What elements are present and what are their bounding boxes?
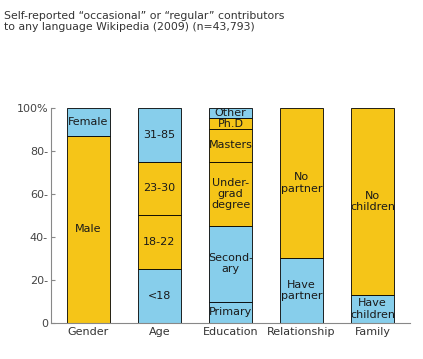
Text: Male: Male bbox=[75, 224, 102, 234]
Bar bbox=[138, 269, 181, 323]
Text: No
partner: No partner bbox=[281, 172, 322, 194]
Text: Under-
grad
degree: Under- grad degree bbox=[211, 178, 250, 210]
Bar bbox=[352, 295, 394, 323]
Bar bbox=[209, 226, 252, 302]
Bar bbox=[209, 108, 252, 118]
Text: 18-22: 18-22 bbox=[143, 237, 176, 247]
Text: No
children: No children bbox=[350, 191, 395, 212]
Bar bbox=[352, 108, 394, 295]
Bar bbox=[209, 129, 252, 162]
Bar bbox=[67, 136, 110, 323]
Text: Self-reported “occasional” or “regular” contributors
to any language Wikipedia (: Self-reported “occasional” or “regular” … bbox=[4, 11, 285, 32]
Text: Have
partner: Have partner bbox=[281, 280, 322, 302]
Text: <18: <18 bbox=[148, 291, 171, 301]
Bar bbox=[138, 162, 181, 215]
Bar bbox=[280, 258, 323, 323]
Text: Other: Other bbox=[214, 108, 247, 118]
Text: Primary: Primary bbox=[209, 307, 252, 317]
Text: Have
children: Have children bbox=[350, 298, 395, 320]
Bar bbox=[67, 108, 110, 136]
Text: Ph.D: Ph.D bbox=[217, 119, 244, 129]
Bar bbox=[209, 118, 252, 129]
Bar bbox=[138, 108, 181, 162]
Text: 31-85: 31-85 bbox=[143, 130, 176, 140]
Text: Female: Female bbox=[68, 117, 109, 127]
Text: Masters: Masters bbox=[209, 140, 253, 150]
Bar bbox=[138, 215, 181, 269]
Bar bbox=[209, 302, 252, 323]
Text: 23-30: 23-30 bbox=[143, 183, 176, 194]
Bar bbox=[209, 162, 252, 226]
Text: Second-
ary: Second- ary bbox=[208, 253, 253, 275]
Bar bbox=[280, 108, 323, 258]
